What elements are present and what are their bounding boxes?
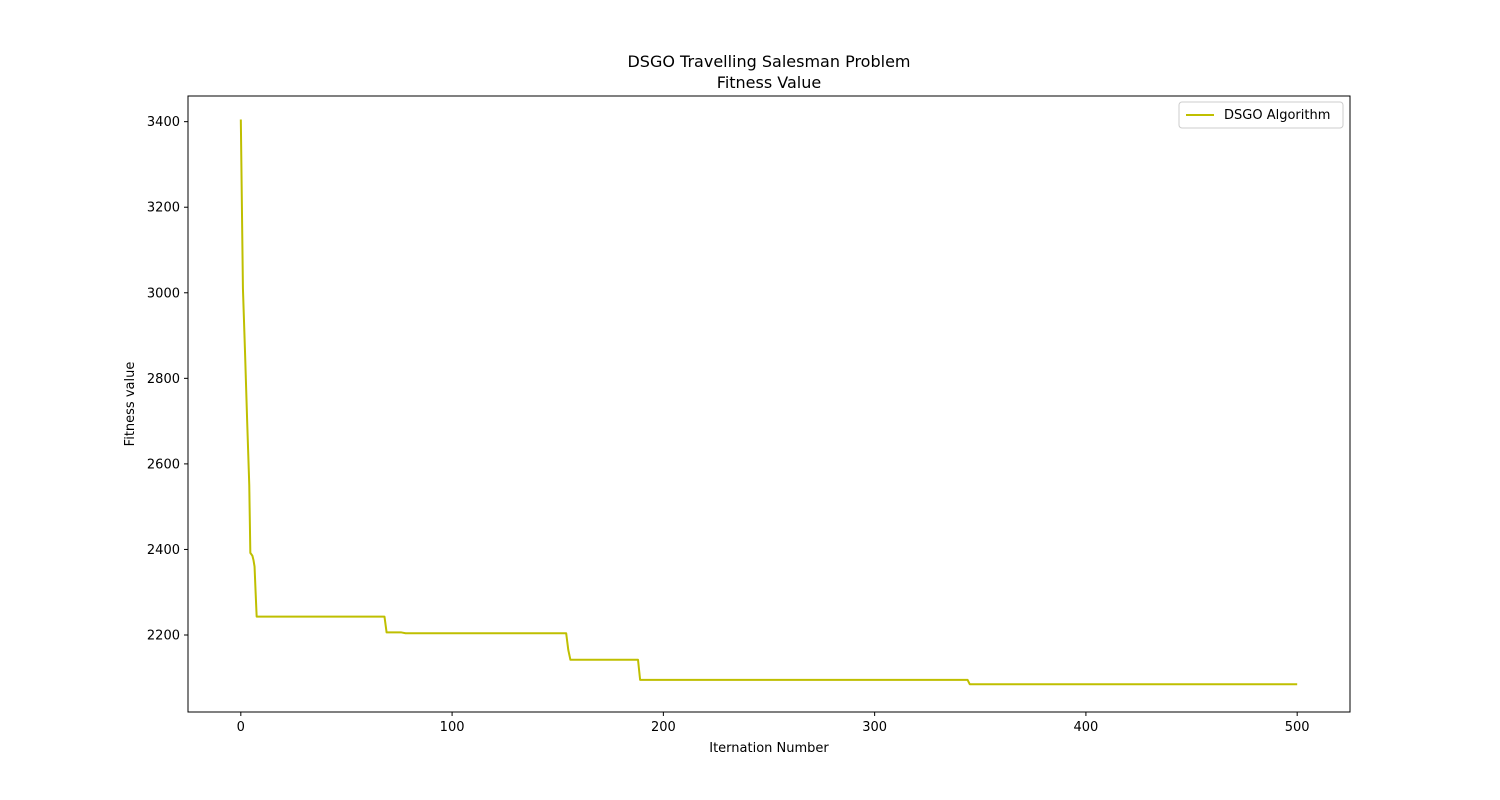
y-tick-label: 3000 — [147, 286, 180, 301]
y-tick-label: 2600 — [147, 457, 180, 472]
x-tick-label: 0 — [237, 720, 245, 735]
legend: DSGO Algorithm — [1178, 101, 1344, 129]
y-tick-label: 3200 — [147, 201, 180, 216]
x-tick-label: 400 — [1073, 720, 1098, 735]
x-axis-ticks: 0 100 200 300 400 500 — [237, 712, 1310, 735]
y-tick-label: 2800 — [147, 372, 180, 387]
y-tick-label: 2200 — [147, 629, 180, 644]
plot-lines — [239, 119, 1298, 686]
y-tick-label: 3400 — [147, 115, 180, 130]
x-tick-label: 500 — [1285, 720, 1310, 735]
plot-area-frame — [187, 95, 1351, 713]
x-tick-label: 200 — [651, 720, 676, 735]
series-line-0 — [239, 119, 1298, 686]
x-tick-label: 300 — [862, 720, 887, 735]
x-axis-label: Iternation Number — [709, 741, 829, 756]
y-axis-label: Fitness value — [123, 362, 138, 447]
y-tick-label: 2400 — [147, 543, 180, 558]
y-axis-ticks: 2200 2400 2600 2800 3000 3200 3400 — [147, 115, 188, 644]
chart-subtitle: Fitness Value — [717, 73, 821, 92]
x-tick-label: 100 — [440, 720, 465, 735]
legend-entry-dsgo-algorithm: DSGO Algorithm — [1224, 108, 1330, 123]
legend-box — [1178, 101, 1344, 129]
chart-title: DSGO Travelling Salesman Problem — [627, 52, 910, 71]
